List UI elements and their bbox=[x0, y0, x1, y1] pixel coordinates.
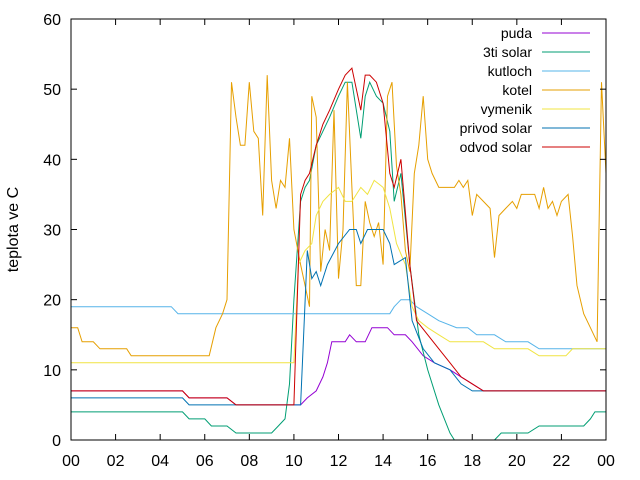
legend-item-kotel: kotel bbox=[502, 82, 590, 98]
x-tick-label: 00 bbox=[62, 453, 80, 470]
legend-label: privod solar bbox=[460, 120, 533, 136]
series-line-puda bbox=[71, 327, 606, 406]
y-tick-label: 30 bbox=[43, 223, 61, 240]
x-tick-label: 20 bbox=[508, 453, 526, 470]
legend-label: kotel bbox=[502, 82, 532, 98]
series-line-3ti-solar bbox=[71, 80, 606, 440]
legend-label: odvod solar bbox=[460, 139, 533, 155]
legend-item-3ti-solar: 3ti solar bbox=[483, 44, 590, 60]
x-tick-label: 02 bbox=[107, 453, 125, 470]
series-line-kutloch bbox=[71, 299, 606, 350]
x-tick-label: 08 bbox=[240, 453, 258, 470]
series-line-vymenik bbox=[71, 179, 606, 364]
y-tick-label: 0 bbox=[52, 433, 61, 450]
x-tick-label: 04 bbox=[151, 453, 169, 470]
x-tick-label: 00 bbox=[597, 453, 615, 470]
series-line-odvod-solar bbox=[71, 67, 606, 406]
legend: puda 3ti solar kutloch kotel vymenik privod s… bbox=[460, 25, 590, 155]
legend-label: 3ti solar bbox=[483, 44, 532, 60]
series-layer bbox=[71, 67, 606, 440]
legend-label: puda bbox=[501, 25, 532, 41]
legend-item-odvod-solar: odvod solar bbox=[460, 139, 590, 155]
x-tick-label: 18 bbox=[463, 453, 481, 470]
y-tick-label: 20 bbox=[43, 293, 61, 310]
x-tick-label: 14 bbox=[374, 453, 392, 470]
legend-label: vymenik bbox=[481, 101, 533, 117]
x-tick-label: 10 bbox=[285, 453, 303, 470]
y-tick-label: 10 bbox=[43, 363, 61, 380]
y-axis-label: teplota ve C bbox=[5, 187, 22, 272]
y-tick-label: 60 bbox=[43, 12, 61, 29]
x-tick-label: 12 bbox=[330, 453, 348, 470]
legend-label: kutloch bbox=[488, 63, 532, 79]
legend-item-vymenik: vymenik bbox=[481, 101, 590, 117]
x-tick-label: 22 bbox=[553, 453, 571, 470]
series-line-kotel bbox=[71, 75, 606, 357]
legend-item-kutloch: kutloch bbox=[488, 63, 590, 79]
series-line-privod-solar bbox=[71, 229, 606, 406]
legend-item-puda: puda bbox=[501, 25, 590, 41]
x-tick-label: 06 bbox=[196, 453, 214, 470]
x-tick-label: 16 bbox=[419, 453, 437, 470]
legend-item-privod-solar: privod solar bbox=[460, 120, 590, 136]
y-tick-label: 50 bbox=[43, 82, 61, 99]
y-tick-label: 40 bbox=[43, 152, 61, 169]
